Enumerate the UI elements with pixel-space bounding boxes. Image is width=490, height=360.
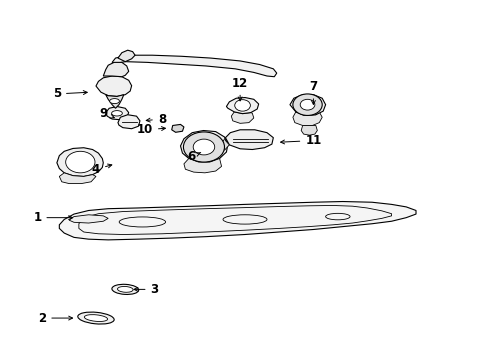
Ellipse shape: [112, 284, 139, 294]
Ellipse shape: [119, 217, 166, 227]
Circle shape: [235, 100, 250, 111]
Polygon shape: [103, 62, 129, 77]
Text: 5: 5: [53, 87, 87, 100]
Ellipse shape: [118, 287, 133, 292]
Ellipse shape: [223, 215, 267, 224]
Polygon shape: [231, 112, 254, 123]
Ellipse shape: [110, 99, 120, 104]
Polygon shape: [290, 95, 326, 116]
Polygon shape: [59, 173, 96, 184]
Polygon shape: [106, 107, 129, 120]
Circle shape: [293, 94, 322, 116]
Circle shape: [66, 151, 95, 173]
Ellipse shape: [84, 315, 108, 321]
Polygon shape: [225, 130, 273, 149]
Polygon shape: [112, 55, 277, 77]
Text: 2: 2: [38, 311, 73, 325]
Text: 6: 6: [187, 150, 201, 163]
Text: 12: 12: [232, 77, 248, 101]
Polygon shape: [106, 95, 124, 108]
Polygon shape: [226, 98, 259, 114]
Ellipse shape: [112, 111, 122, 116]
Text: 9: 9: [99, 107, 114, 120]
Text: 4: 4: [92, 163, 112, 176]
Text: 3: 3: [134, 283, 159, 296]
Circle shape: [193, 139, 215, 155]
Ellipse shape: [326, 213, 350, 220]
Text: 10: 10: [137, 123, 166, 136]
Polygon shape: [293, 112, 322, 126]
Polygon shape: [59, 202, 416, 240]
Text: 1: 1: [33, 211, 73, 224]
Polygon shape: [69, 215, 108, 223]
Polygon shape: [118, 50, 135, 62]
Polygon shape: [57, 148, 103, 176]
Polygon shape: [301, 126, 318, 135]
Polygon shape: [180, 131, 228, 162]
Polygon shape: [118, 115, 140, 129]
Polygon shape: [172, 125, 184, 132]
Polygon shape: [96, 76, 132, 96]
Text: 8: 8: [146, 113, 166, 126]
Polygon shape: [184, 158, 221, 173]
Text: 11: 11: [281, 134, 321, 147]
Circle shape: [300, 99, 315, 110]
Circle shape: [183, 132, 224, 162]
Text: 7: 7: [309, 80, 318, 104]
Polygon shape: [221, 138, 229, 150]
Ellipse shape: [78, 312, 114, 324]
